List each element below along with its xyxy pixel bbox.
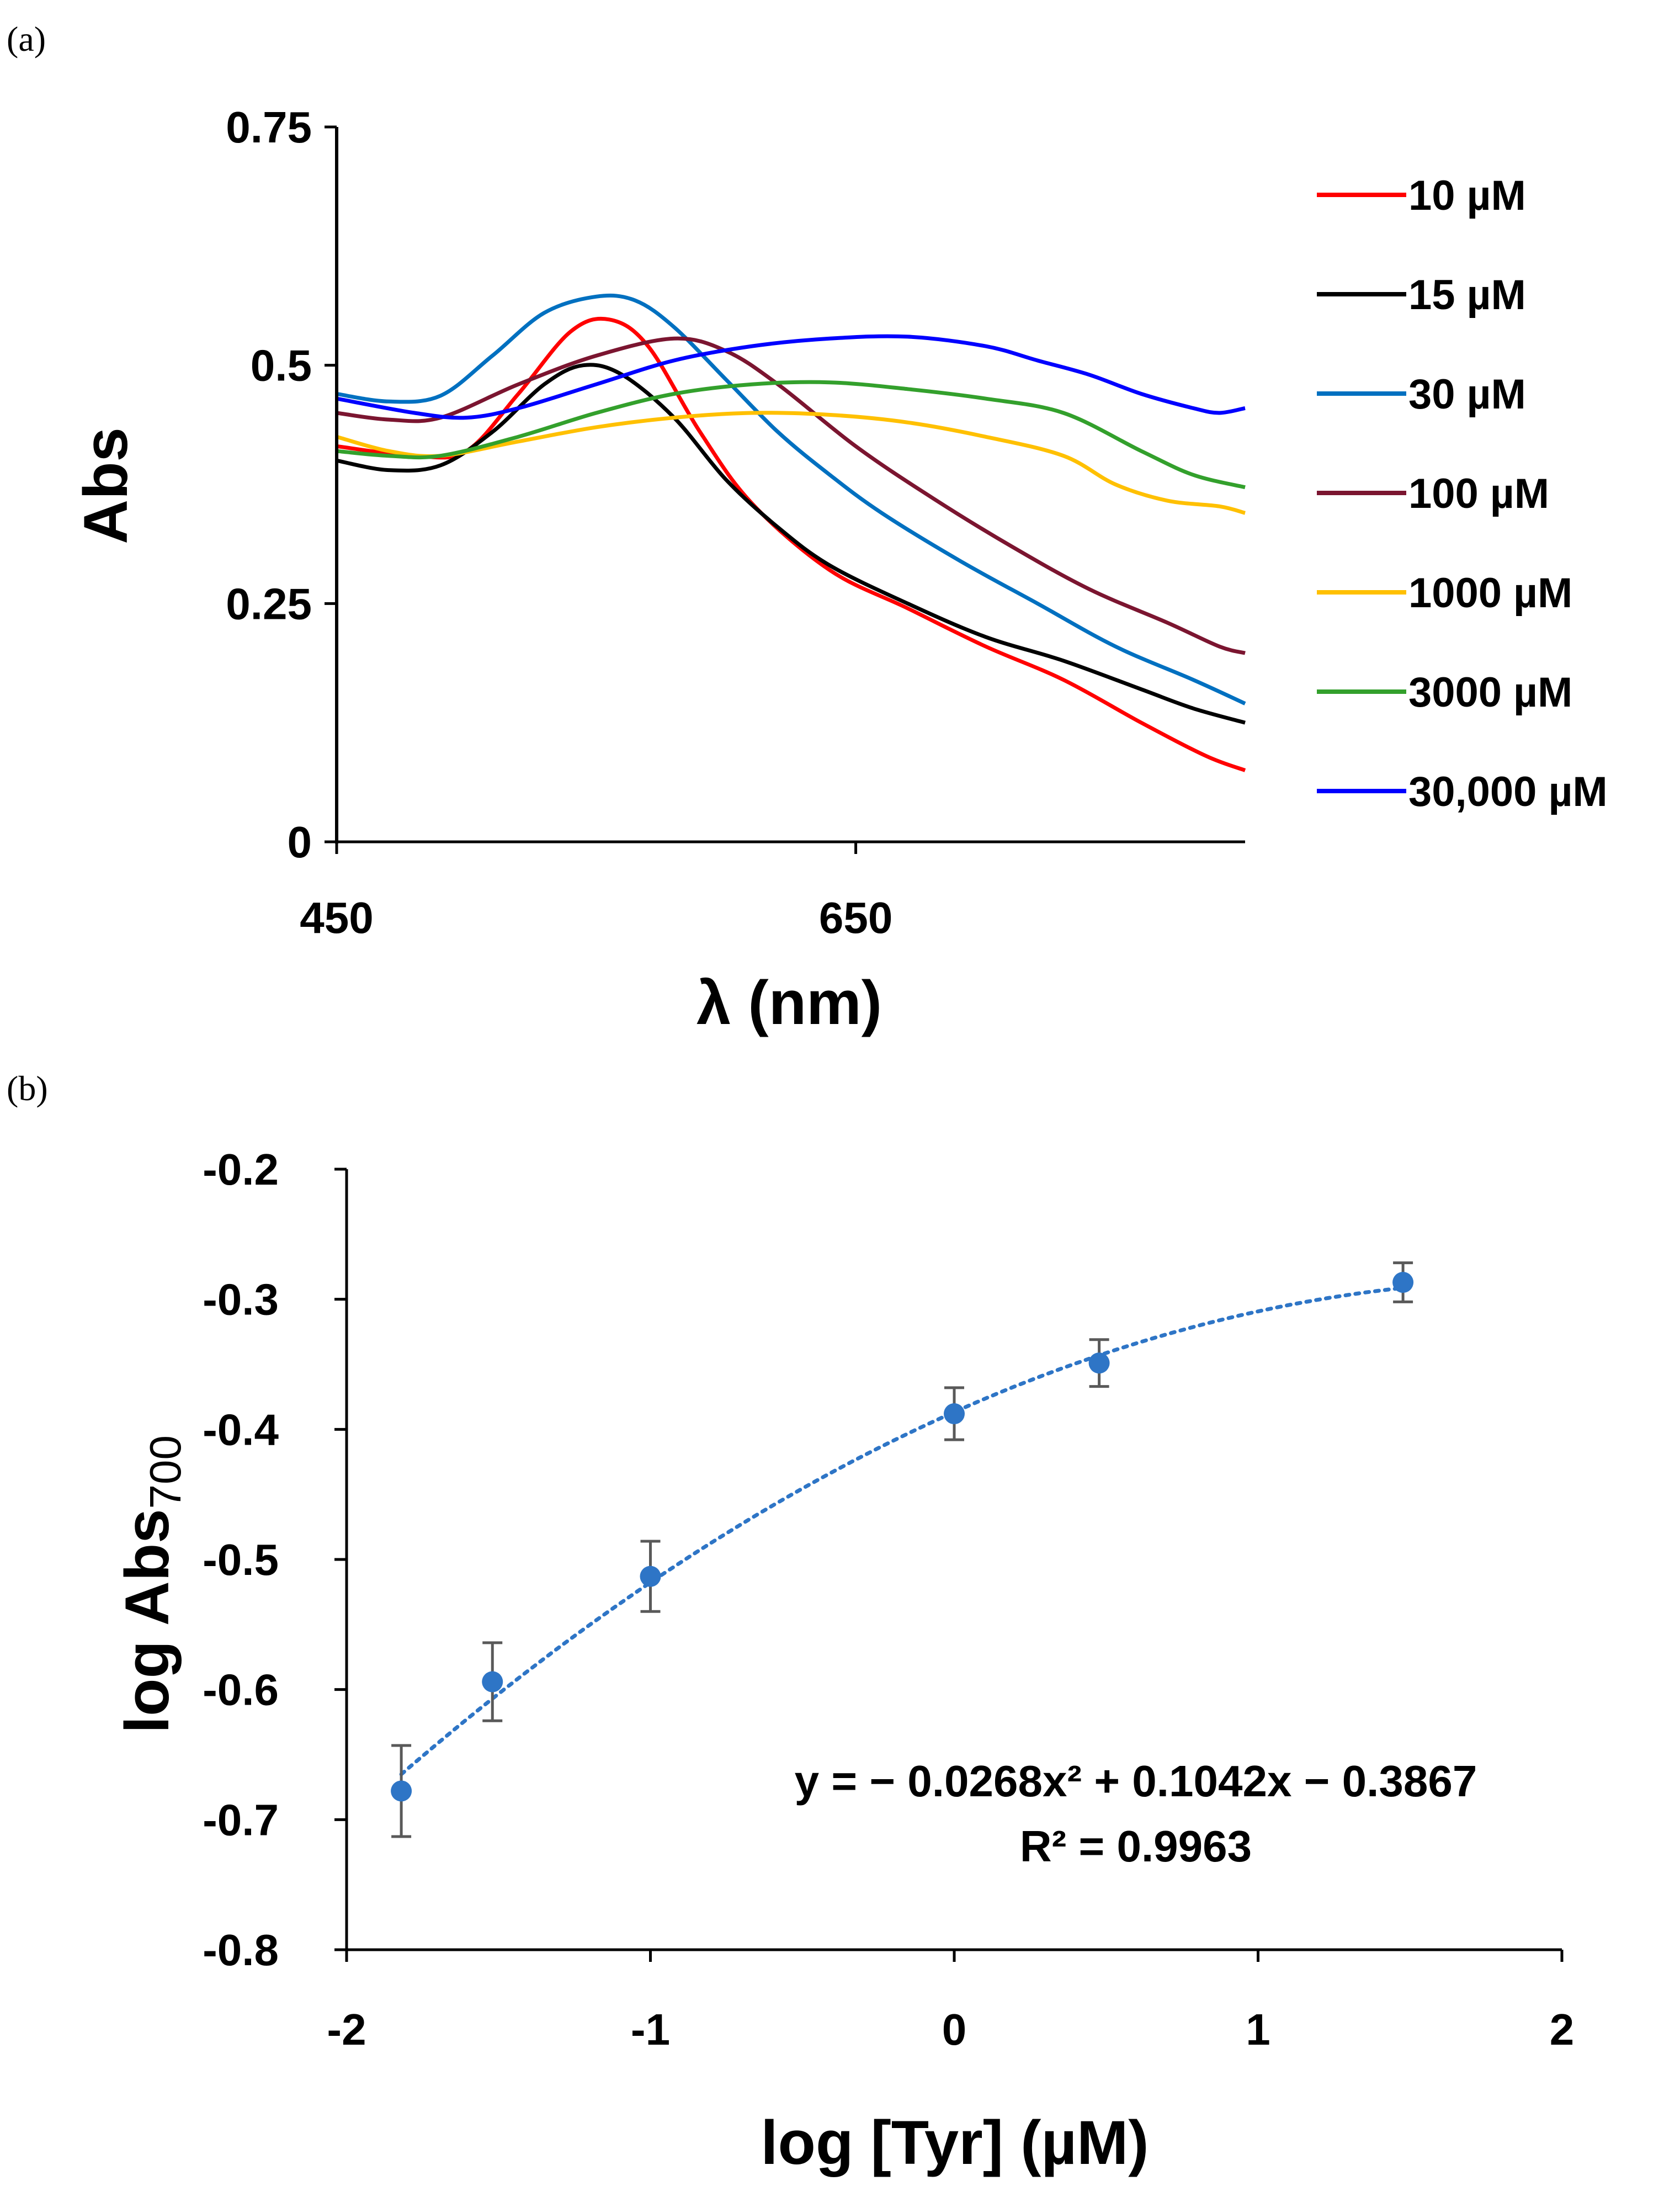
legend-label-3: 30 µM [1408, 371, 1526, 418]
panel-b-x-ticks: -2 -1 0 1 2 [327, 1950, 1574, 2054]
fit-equation: y = − 0.0268x² + 0.1042x − 0.3867 [795, 1757, 1477, 1806]
panel-b-y-tick-label: -0.4 [203, 1405, 279, 1454]
panel-a-y-tick-label: 0.5 [251, 341, 312, 390]
spectrum-line-4 [336, 336, 1246, 655]
panel-b-label: (b) [7, 1069, 48, 1108]
panel-b-y-axis-title-subscript: 700 [141, 1435, 190, 1509]
spectrum-line-5 [336, 411, 1246, 515]
panel-a-x-tick-label: 650 [819, 893, 892, 942]
panel-b-plot-area [391, 1261, 1414, 1838]
panel-a-y-tick-label: 0 [288, 818, 312, 867]
panel-b-x-axis-title: log [Tyr] (µM) [761, 2108, 1149, 2177]
panel-b-y-axis-title-main: log Abs [113, 1509, 182, 1733]
spectrum-line-7 [336, 334, 1246, 420]
panel-b-x-tick-label: 2 [1550, 2005, 1575, 2054]
spectrum-line-6 [336, 380, 1246, 490]
panel-a-y-tick-label: 0.25 [226, 579, 312, 628]
panel-b-y-tick-label: -0.3 [203, 1275, 279, 1324]
panel-b-y-tick-label: -0.2 [203, 1145, 279, 1194]
panel-a-label: (a) [7, 19, 46, 59]
panel-a-x-axis-title: λ (nm) [697, 968, 882, 1037]
panel-b-y-tick-label: -0.6 [203, 1665, 279, 1715]
data-point-1 [391, 1780, 412, 1802]
panel-b-y-ticks: -0.8 -0.7 -0.6 -0.5 -0.4 -0.3 -0.2 [203, 1145, 347, 1975]
panel-a-y-axis-title: Abs [71, 427, 140, 544]
spectrum-line-3 [336, 293, 1246, 705]
data-point-4 [944, 1403, 965, 1425]
panel-a-x-ticks: 450 650 [300, 842, 892, 942]
fit-curve [399, 1286, 1405, 1776]
data-point-6 [1392, 1272, 1414, 1293]
legend-label-5: 1000 µM [1408, 570, 1572, 617]
spectrum-line-2 [336, 363, 1246, 725]
panel-b-y-axis-title: log Abs700 [113, 1435, 190, 1733]
data-point-2 [482, 1671, 503, 1692]
panel-b-x-tick-label: 0 [942, 2005, 967, 2054]
spectrum-line-1 [336, 316, 1246, 772]
legend-label-1: 10 µM [1408, 172, 1526, 219]
data-point-5 [1088, 1352, 1110, 1374]
panel-b-y-tick-label: -0.5 [203, 1535, 279, 1584]
panel-a-legend: 10 µM 15 µM 30 µM 100 µM 1000 µM 3000 µM 30,00… [1317, 172, 1608, 815]
legend-label-2: 15 µM [1408, 272, 1526, 319]
panel-b: (b) -0.8 -0.7 -0.6 -0.5 -0.4 -0.3 -0.2 -2 -1 0 1 2… [7, 1069, 1574, 2177]
panel-b-x-tick-label: 1 [1246, 2005, 1270, 2054]
panel-a: (a) 0 0.25 0.5 0.75 450 650 Abs λ (nm) 10 µM… [7, 19, 1608, 1037]
panel-b-y-tick-label: -0.7 [203, 1795, 279, 1844]
panel-a-y-tick-label: 0.75 [226, 103, 312, 152]
panel-a-y-ticks: 0 0.25 0.5 0.75 [226, 103, 337, 867]
legend-label-4: 100 µM [1408, 470, 1549, 517]
panel-b-x-tick-label: -1 [631, 2005, 670, 2054]
legend-label-7: 30,000 µM [1408, 768, 1608, 815]
panel-a-x-tick-label: 450 [300, 893, 373, 942]
data-point-3 [640, 1566, 661, 1587]
panel-b-x-tick-label: -2 [327, 2005, 366, 2054]
fit-r-squared: R² = 0.9963 [1020, 1822, 1252, 1871]
panel-b-y-tick-label: -0.8 [203, 1925, 279, 1975]
panel-a-plot-area [336, 293, 1246, 772]
legend-label-6: 3000 µM [1408, 669, 1572, 716]
